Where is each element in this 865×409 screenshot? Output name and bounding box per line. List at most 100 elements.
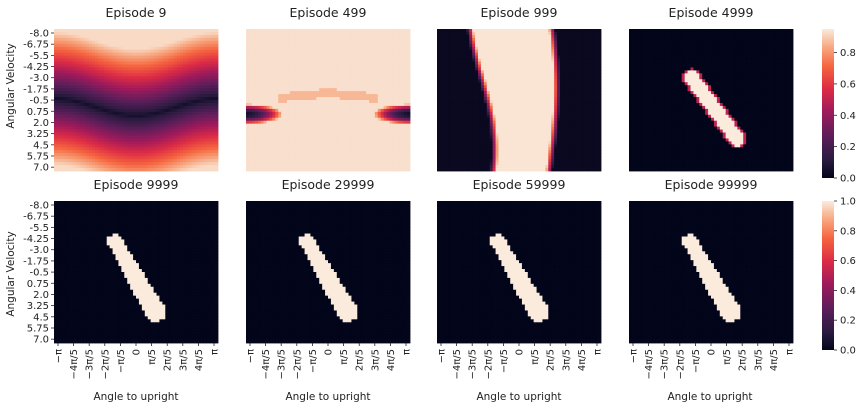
heatmap-cell	[174, 49, 178, 54]
heatmap-cell	[77, 61, 81, 65]
heatmap-cell	[316, 49, 320, 54]
heatmap-cell	[54, 117, 58, 122]
heatmap-cell	[106, 70, 111, 74]
heatmap-cell	[366, 82, 370, 86]
heatmap-cell	[100, 168, 105, 172]
heatmap-cell	[319, 82, 323, 86]
heatmap-cell	[266, 37, 270, 42]
heatmap-cell	[168, 120, 172, 125]
heatmap-cell	[56, 156, 61, 160]
heatmap-cell	[121, 29, 125, 33]
heatmap-cell	[100, 108, 105, 113]
heatmap-cell	[330, 64, 335, 68]
heatmap-cell	[319, 79, 323, 83]
heatmap-cell	[389, 141, 393, 145]
heatmap-cell	[289, 100, 294, 104]
heatmap-cell	[182, 29, 187, 33]
heatmap-cell	[153, 46, 157, 51]
heatmap-cell	[304, 111, 308, 116]
heatmap-cell	[103, 100, 108, 104]
heatmap-cell	[392, 114, 396, 119]
heatmap-cell	[377, 97, 382, 101]
heatmap-cell	[168, 129, 172, 133]
heatmap-cell	[304, 138, 308, 142]
heatmap-cell	[325, 29, 329, 33]
heatmap-cell	[200, 76, 204, 80]
heatmap-cell	[307, 43, 311, 48]
heatmap-cell	[138, 117, 143, 122]
heatmap-cell	[407, 29, 411, 33]
heatmap-cell	[103, 58, 108, 62]
heatmap-cell	[281, 85, 285, 89]
heatmap-cell	[289, 79, 294, 83]
heatmap-cell	[54, 135, 58, 139]
heatmap-cell	[307, 64, 311, 68]
heatmap-cell	[336, 61, 341, 65]
heatmap-cell	[281, 117, 285, 122]
heatmap-cell	[295, 91, 300, 95]
heatmap-cell	[404, 52, 408, 57]
heatmap-cell	[127, 126, 131, 130]
heatmap-cell	[112, 135, 116, 139]
heatmap-cell	[325, 108, 329, 113]
heatmap-cell	[150, 135, 154, 139]
heatmap-cell	[103, 138, 108, 142]
heatmap-cell	[150, 105, 154, 110]
heatmap-cell	[407, 108, 411, 113]
heatmap-cell	[203, 82, 207, 86]
heatmap-cell	[257, 91, 262, 95]
heatmap-cell	[301, 105, 305, 110]
heatmap-cell	[106, 49, 111, 54]
heatmap-cell	[159, 100, 163, 104]
heatmap-cell	[307, 91, 311, 95]
heatmap-cell	[330, 49, 335, 54]
heatmap-cell	[165, 105, 169, 110]
heatmap-cell	[182, 85, 187, 89]
heatmap-cell	[330, 91, 335, 95]
heatmap-cell	[165, 126, 169, 130]
heatmap-cell	[301, 123, 305, 128]
heatmap-cell	[124, 34, 128, 39]
heatmap-cell	[168, 105, 172, 110]
heatmap-cell	[133, 58, 137, 62]
heatmap-cell	[191, 141, 195, 145]
heatmap-cell	[138, 52, 143, 57]
heatmap-cell	[392, 102, 396, 107]
heatmap-cell	[124, 76, 128, 80]
heatmap-cell	[188, 102, 193, 107]
heatmap-cell	[369, 111, 373, 116]
heatmap-cell	[80, 120, 84, 125]
heatmap-cell	[121, 97, 125, 101]
heatmap-cell	[68, 55, 72, 59]
heatmap-cell	[194, 132, 198, 136]
heatmap-cell	[272, 55, 276, 59]
heatmap-cell	[106, 34, 111, 39]
heatmap-cell	[383, 102, 387, 107]
heatmap-cell	[83, 29, 87, 33]
heatmap-cell	[257, 114, 262, 119]
heatmap-cell	[209, 79, 213, 83]
heatmap-cell	[263, 105, 267, 110]
heatmap-cell	[404, 144, 408, 148]
heatmap-cell	[342, 147, 346, 151]
heatmap-cell	[171, 46, 175, 51]
heatmap-cell	[159, 102, 163, 107]
heatmap-cell	[103, 105, 108, 110]
heatmap-cell	[65, 85, 70, 89]
heatmap-cell	[109, 138, 113, 142]
heatmap-cell	[342, 85, 346, 89]
heatmap-cell	[333, 58, 338, 62]
heatmap-cell	[118, 135, 122, 139]
heatmap-cell	[389, 94, 393, 98]
heatmap-cell	[369, 102, 373, 107]
heatmap-cell	[278, 135, 282, 139]
heatmap-cell	[295, 126, 300, 130]
heatmap-cell	[112, 117, 116, 122]
heatmap-cell	[407, 97, 411, 101]
heatmap-cell	[266, 97, 270, 101]
heatmap-cell	[197, 120, 201, 125]
heatmap-cell	[398, 117, 402, 122]
heatmap-cell	[144, 132, 149, 136]
heatmap-cell	[316, 61, 320, 65]
heatmap-cell	[404, 111, 408, 116]
